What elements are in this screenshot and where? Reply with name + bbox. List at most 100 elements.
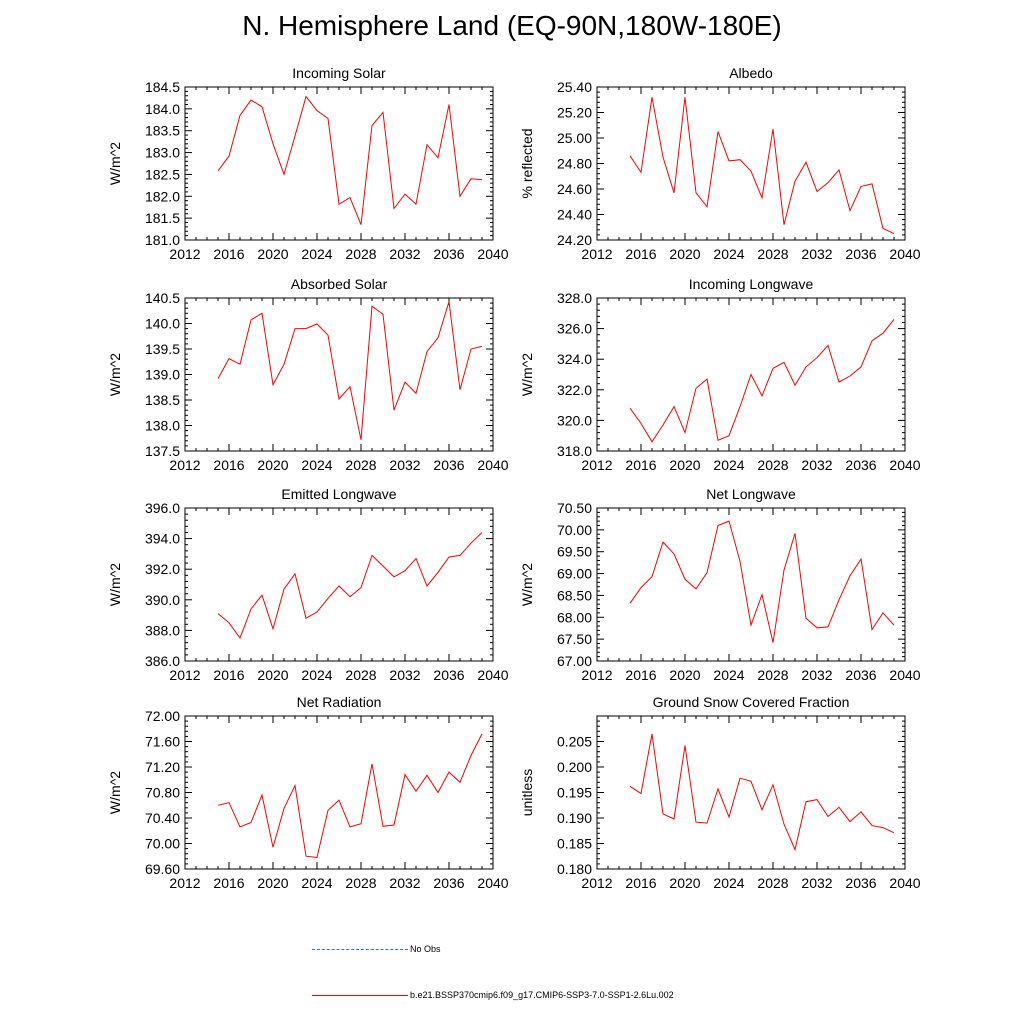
- panel-title: Net Radiation: [297, 694, 382, 710]
- y-tick-label: 70.50: [557, 500, 592, 516]
- y-tick-label: 69.00: [557, 566, 592, 582]
- y-tick-label: 388.0: [145, 622, 180, 638]
- x-tick-label: 2024: [713, 667, 744, 683]
- y-tick-label: 140.0: [145, 316, 180, 332]
- x-tick-label: 2020: [669, 246, 700, 262]
- legend-model-entry: b.e21.BSSP370cmip6.f09_g17.CMIP6-SSP3-7.…: [312, 990, 674, 1000]
- y-tick-label: 326.0: [557, 321, 592, 337]
- y-tick-label: 396.0: [145, 500, 180, 516]
- y-tick-label: 138.5: [145, 392, 180, 408]
- x-tick-label: 2024: [301, 667, 332, 683]
- y-tick-label: 0.180: [557, 861, 592, 877]
- x-tick-label: 2016: [625, 246, 656, 262]
- y-axis-label: unitless: [519, 769, 535, 816]
- legend-model-line: [312, 995, 408, 997]
- y-tick-label: 25.20: [557, 105, 592, 121]
- series-line-1: [217, 733, 483, 859]
- x-tick-label: 2012: [169, 875, 200, 891]
- x-tick-label: 2016: [213, 875, 244, 891]
- x-tick-label: 2028: [345, 246, 376, 262]
- y-tick-label: 182.0: [145, 188, 180, 204]
- x-tick-label: 2024: [301, 246, 332, 262]
- figure-title: N. Hemisphere Land (EQ-90N,180W-180E): [242, 10, 782, 41]
- x-tick-label: 2012: [581, 457, 612, 473]
- series-line-1: [217, 301, 483, 440]
- y-axis-label: W/m^2: [519, 353, 535, 396]
- x-tick-label: 2040: [889, 246, 920, 262]
- y-tick-label: 68.50: [557, 587, 592, 603]
- x-tick-label: 2028: [757, 457, 788, 473]
- y-tick-label: 67.00: [557, 653, 592, 669]
- x-tick-label: 2020: [257, 875, 288, 891]
- y-tick-label: 320.0: [557, 412, 592, 428]
- series-line-1: [217, 95, 483, 225]
- panel-5: Emitted Longwave W/m^2 2012 2016 2020 2024 202…: [107, 486, 509, 683]
- x-tick-label: 2020: [669, 457, 700, 473]
- panel-1: Incoming Solar W/m^2 2012 2016 2020 2024 2028 2…: [107, 65, 509, 262]
- y-tick-label: 70.00: [145, 836, 180, 852]
- panel-6: Net Longwave W/m^2 2012 2016 2020 2024 2028 203…: [519, 486, 921, 683]
- y-tick-label: 138.0: [145, 418, 180, 434]
- y-axis-label: W/m^2: [107, 563, 123, 606]
- x-tick-label: 2020: [257, 246, 288, 262]
- x-tick-label: 2028: [345, 667, 376, 683]
- plot-frame: [596, 715, 906, 870]
- x-tick-label: 2016: [213, 246, 244, 262]
- y-tick-label: 25.40: [557, 79, 592, 95]
- x-tick-label: 2040: [889, 667, 920, 683]
- y-tick-label: 24.60: [557, 181, 592, 197]
- y-tick-label: 324.0: [557, 351, 592, 367]
- x-tick-label: 2012: [581, 667, 612, 683]
- panel-title: Emitted Longwave: [281, 486, 396, 502]
- y-tick-label: 70.40: [145, 810, 180, 826]
- plot-frame: [184, 297, 494, 452]
- y-tick-label: 183.5: [145, 123, 180, 139]
- x-tick-label: 2036: [433, 457, 464, 473]
- series-line-1: [629, 520, 895, 643]
- y-tick-label: 328.0: [557, 290, 592, 306]
- y-tick-label: 139.5: [145, 341, 180, 357]
- x-tick-label: 2036: [845, 667, 876, 683]
- plot-frame: [596, 86, 906, 241]
- panel-7: Net Radiation W/m^2 2012 2016 2020 2024 2028 20…: [107, 694, 509, 891]
- y-axis-label: W/m^2: [107, 353, 123, 396]
- x-tick-label: 2032: [389, 246, 420, 262]
- panel-8: Ground Snow Covered Fraction unitless 2012…: [519, 694, 921, 891]
- y-tick-label: 24.20: [557, 232, 592, 248]
- panel-title: Ground Snow Covered Fraction: [653, 694, 850, 710]
- panel-title: Net Longwave: [706, 486, 796, 502]
- y-tick-label: 137.5: [145, 443, 180, 459]
- panel-4: Incoming Longwave W/m^2 2012 2016 2020 2024 20…: [519, 276, 921, 473]
- x-tick-label: 2012: [581, 246, 612, 262]
- x-tick-label: 2012: [169, 457, 200, 473]
- panel-title: Albedo: [729, 65, 773, 81]
- y-axis-label: % reflected: [519, 128, 535, 198]
- y-tick-label: 184.5: [145, 79, 180, 95]
- x-tick-label: 2032: [801, 457, 832, 473]
- x-tick-label: 2040: [889, 875, 920, 891]
- x-tick-label: 2040: [477, 875, 508, 891]
- y-tick-label: 184.0: [145, 101, 180, 117]
- x-tick-label: 2036: [433, 875, 464, 891]
- y-tick-label: 394.0: [145, 531, 180, 547]
- y-tick-label: 318.0: [557, 443, 592, 459]
- x-tick-label: 2040: [477, 667, 508, 683]
- y-tick-label: 0.185: [557, 836, 592, 852]
- x-tick-label: 2016: [213, 667, 244, 683]
- x-tick-label: 2028: [757, 246, 788, 262]
- y-tick-label: 70.00: [557, 522, 592, 538]
- x-tick-label: 2024: [301, 457, 332, 473]
- y-tick-label: 0.205: [557, 734, 592, 750]
- x-tick-label: 2024: [301, 875, 332, 891]
- y-tick-label: 181.0: [145, 232, 180, 248]
- y-tick-label: 322.0: [557, 382, 592, 398]
- x-tick-label: 2012: [581, 875, 612, 891]
- y-tick-label: 0.190: [557, 810, 592, 826]
- y-axis-label: W/m^2: [519, 563, 535, 606]
- x-tick-label: 2036: [433, 246, 464, 262]
- series-line-1: [629, 733, 895, 852]
- legend-obs-label: No Obs: [410, 944, 441, 954]
- x-tick-label: 2020: [669, 875, 700, 891]
- y-tick-label: 24.80: [557, 156, 592, 172]
